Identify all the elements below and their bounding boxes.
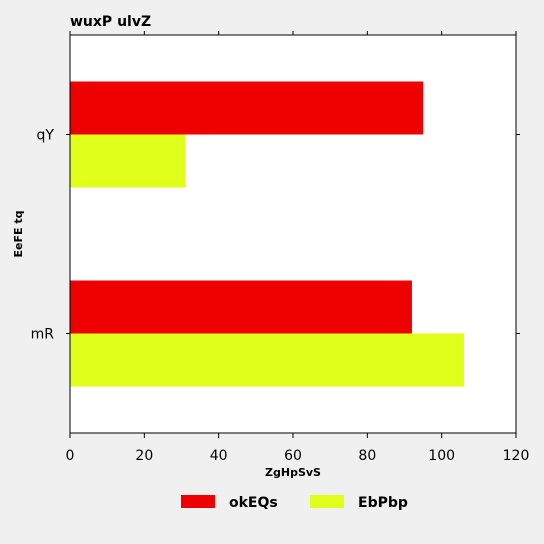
y-tick-label-mR: mR <box>31 327 55 343</box>
x-tick-label-20: 20 <box>135 448 153 464</box>
bar-EbPbp-qY <box>70 134 186 188</box>
x-tick-label-40: 40 <box>210 448 228 464</box>
x-tick-label-100: 100 <box>428 448 455 464</box>
ticks-layer: qY mR 0 20 40 60 80 100 120 <box>31 31 530 464</box>
legend-label-EbPbp: EbPbp <box>358 495 408 511</box>
x-tick-label-120: 120 <box>503 448 530 464</box>
bars-layer <box>70 81 464 387</box>
chart-title: wuxP ulvZ <box>70 14 151 30</box>
bar-EbPbp-mR <box>70 333 464 387</box>
legend-swatch-EbPbp <box>310 495 344 508</box>
bar-okEQs-qY <box>70 81 424 135</box>
x-tick-label-80: 80 <box>358 448 376 464</box>
plot-frame <box>69 34 517 434</box>
y-axis-label: EeFE tq <box>12 211 25 258</box>
x-tick-label-0: 0 <box>66 448 75 464</box>
y-tick-label-qY: qY <box>37 128 55 144</box>
x-tick-label-60: 60 <box>284 448 302 464</box>
x-axis-label: ZgHpSvS <box>265 466 321 479</box>
legend-swatch-okEQs <box>181 495 215 508</box>
legend: okEQs EbPbp <box>181 495 408 511</box>
bar-okEQs-mR <box>70 280 412 334</box>
legend-label-okEQs: okEQs <box>229 495 278 511</box>
